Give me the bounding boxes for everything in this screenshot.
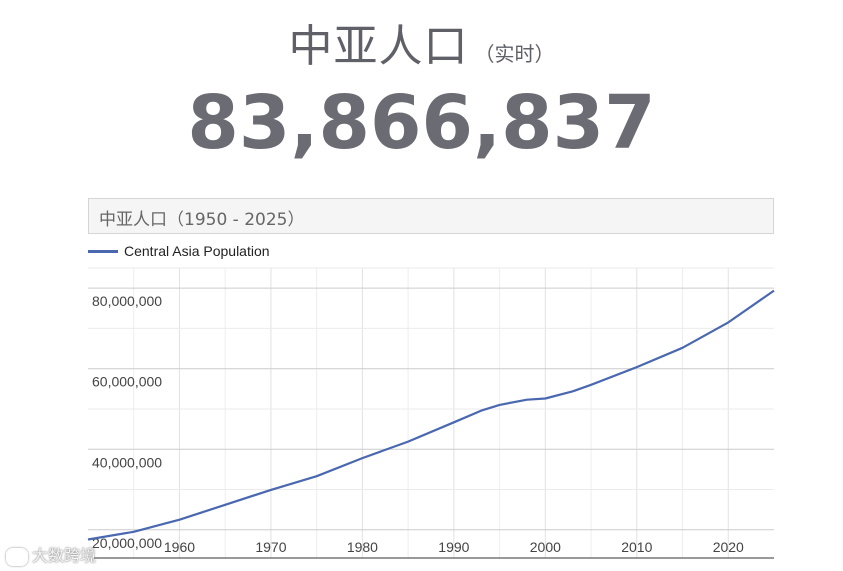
y-tick-label: 20,000,000 — [92, 535, 162, 551]
population-counter: 83,866,837 — [187, 80, 656, 166]
y-tick-label: 40,000,000 — [92, 454, 162, 470]
title-subtitle: （实时） — [474, 42, 555, 66]
title-main: 中亚人口 — [288, 21, 469, 72]
legend-label: Central Asia Population — [124, 243, 270, 259]
watermark: 大数跨境 — [6, 542, 96, 566]
chart-title: 中亚人口（1950 - 2025） — [99, 210, 305, 230]
y-tick-label: 60,000,000 — [92, 374, 162, 390]
x-tick-label: 2020 — [713, 539, 744, 555]
x-tick-label: 1960 — [164, 539, 195, 555]
x-tick-label: 2000 — [530, 539, 561, 555]
watermark-text: 大数跨境 — [32, 546, 97, 565]
x-tick-label: 1970 — [255, 539, 286, 555]
legend-line-swatch — [88, 249, 118, 253]
y-tick-label: 80,000,000 — [92, 293, 162, 309]
page-title: 中亚人口 （实时） — [0, 10, 843, 74]
chart-legend[interactable]: Central Asia Population — [88, 242, 270, 260]
x-tick-label: 1980 — [347, 539, 378, 555]
x-tick-label: 2010 — [621, 539, 652, 555]
x-tick-label: 1990 — [438, 539, 469, 555]
series-line-central-asia — [87, 289, 775, 541]
chart-title-bar: 中亚人口（1950 - 2025） — [88, 198, 774, 234]
watermark-logo-icon — [6, 547, 28, 566]
